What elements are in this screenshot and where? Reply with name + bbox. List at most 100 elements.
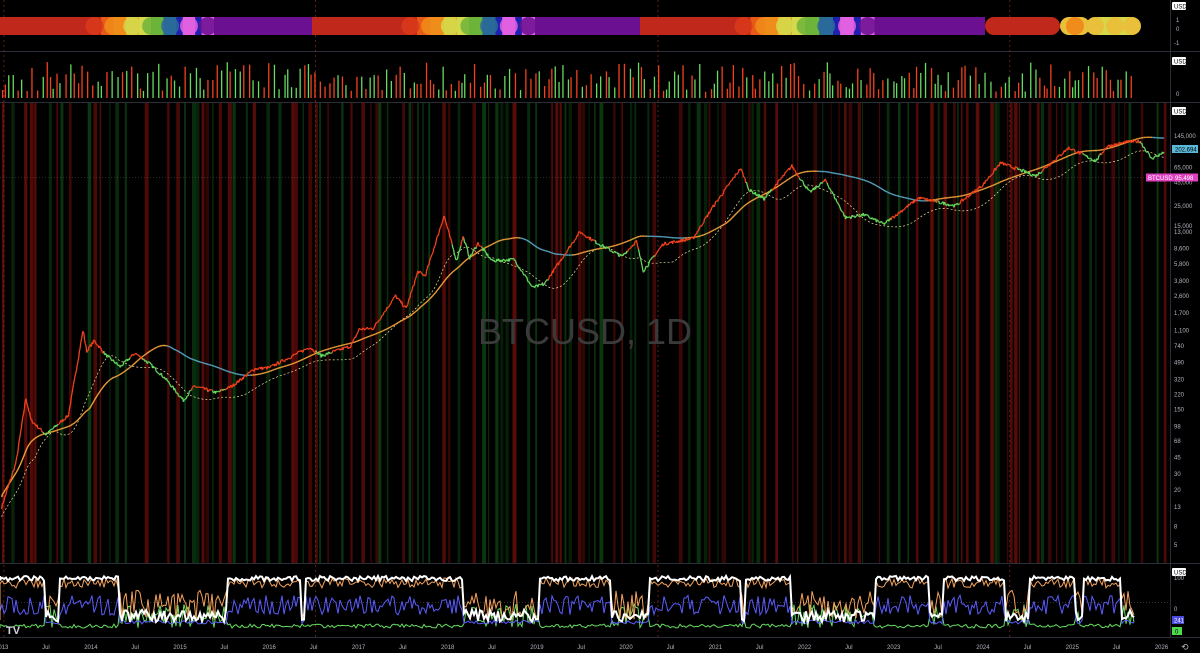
long-ma-segment [14, 473, 16, 476]
regime-stripe [629, 103, 633, 563]
price-segment [413, 279, 416, 285]
histogram-bar [337, 75, 339, 98]
price-segment [833, 194, 836, 199]
price-segment [943, 201, 946, 204]
long-ma-segment [450, 272, 453, 274]
long-ma-segment [81, 413, 84, 416]
histogram-bar [12, 75, 14, 98]
regime-stripe [1061, 103, 1063, 563]
long-ma-segment [143, 354, 145, 357]
price-segment [801, 179, 803, 182]
price-value-tag [1146, 173, 1198, 182]
right-price-axis[interactable]: USD 1 0 -1 USD 0 USD 145,00065,00045,000… [1146, 2, 1198, 636]
histogram-bar [203, 89, 205, 98]
regime-stripe [327, 103, 330, 563]
long-ma-segment [142, 355, 145, 357]
regime-stripe [966, 103, 969, 563]
long-ma-segment [784, 180, 786, 183]
price-segment [480, 245, 483, 248]
histogram-bar [252, 80, 254, 98]
price-segment [876, 219, 879, 222]
price-segment [388, 305, 391, 308]
histogram-bar [640, 67, 643, 98]
time-tick-label: 2024 [976, 645, 990, 651]
regime-stripe [588, 103, 590, 563]
price-segment [552, 268, 555, 273]
price-segment [503, 259, 506, 262]
price-segment [370, 327, 373, 331]
price-segment [58, 422, 61, 425]
price-segment [269, 365, 272, 368]
regime-stripe [634, 103, 637, 563]
tradingview-logo[interactable]: TV [6, 625, 21, 637]
price-segment [825, 181, 828, 184]
histogram-bar [310, 74, 312, 98]
long-ma-segment [433, 293, 436, 295]
long-ma-segment [421, 305, 423, 307]
histogram-bar [1064, 78, 1066, 98]
phase-dot [180, 17, 198, 35]
price-segment [666, 243, 669, 246]
price-segment [724, 187, 727, 190]
histogram-bar [840, 83, 842, 98]
price-segment [396, 297, 399, 300]
histogram-bar [1096, 78, 1098, 98]
time-tick-label: Jul [845, 645, 853, 651]
time-tick-label: Jul [131, 645, 139, 651]
histogram-bar [333, 77, 335, 98]
price-segment [441, 221, 444, 224]
regime-stripe [69, 103, 72, 563]
long-ma-segment [419, 306, 422, 309]
price-segment [136, 354, 139, 356]
price-segment [484, 251, 487, 254]
long-ma-segment [32, 438, 35, 441]
price-segment [471, 252, 474, 255]
long-ma-segment [476, 251, 478, 254]
histogram-bar [386, 69, 388, 98]
price-segment [1096, 158, 1099, 161]
price-segment [4, 495, 6, 498]
price-segment [177, 394, 180, 397]
histogram-bar [964, 65, 966, 98]
regime-stripe [29, 103, 34, 563]
price-segment [80, 338, 83, 343]
histogram-bar [832, 85, 834, 98]
price-segment [839, 208, 842, 212]
histogram-bar [829, 73, 831, 98]
top-pane-currency-box [1172, 2, 1186, 10]
long-ma-segment [17, 466, 20, 469]
regime-stripe [227, 103, 232, 563]
regime-stripe [495, 103, 499, 563]
long-ma-segment [410, 313, 413, 316]
long-ma-segment [396, 322, 399, 324]
long-ma-segment [789, 177, 791, 179]
histogram-bar [131, 66, 133, 98]
price-segment [48, 429, 51, 433]
long-ma-segment [438, 286, 441, 289]
price-segment [372, 328, 375, 331]
price-segment [562, 256, 565, 259]
pane-separators[interactable] [0, 0, 1200, 638]
regime-stripe [957, 103, 959, 563]
long-ma-segment [750, 200, 753, 202]
price-segment [638, 251, 641, 257]
histogram-bar [837, 80, 839, 98]
reset-scale-icon[interactable]: ⟲ [1181, 643, 1189, 653]
price-segment [448, 232, 451, 238]
phase-dot [123, 17, 142, 35]
histogram-bar [984, 72, 986, 98]
histogram-bar [1030, 62, 1032, 98]
price-segment [248, 371, 251, 374]
time-axis[interactable]: 2013Jul2014Jul2015Jul2016Jul2017Jul2018J… [0, 645, 1169, 651]
long-ma-segment [456, 267, 458, 270]
histogram-bar [350, 90, 352, 98]
regime-stripe [704, 103, 708, 563]
price-segment [1105, 146, 1108, 149]
price-segment [746, 184, 749, 188]
histogram-bar [170, 75, 172, 98]
histogram-bar [158, 63, 160, 98]
histogram-bar [562, 65, 564, 98]
regime-stripe [422, 103, 424, 563]
histogram-bar [930, 68, 933, 98]
